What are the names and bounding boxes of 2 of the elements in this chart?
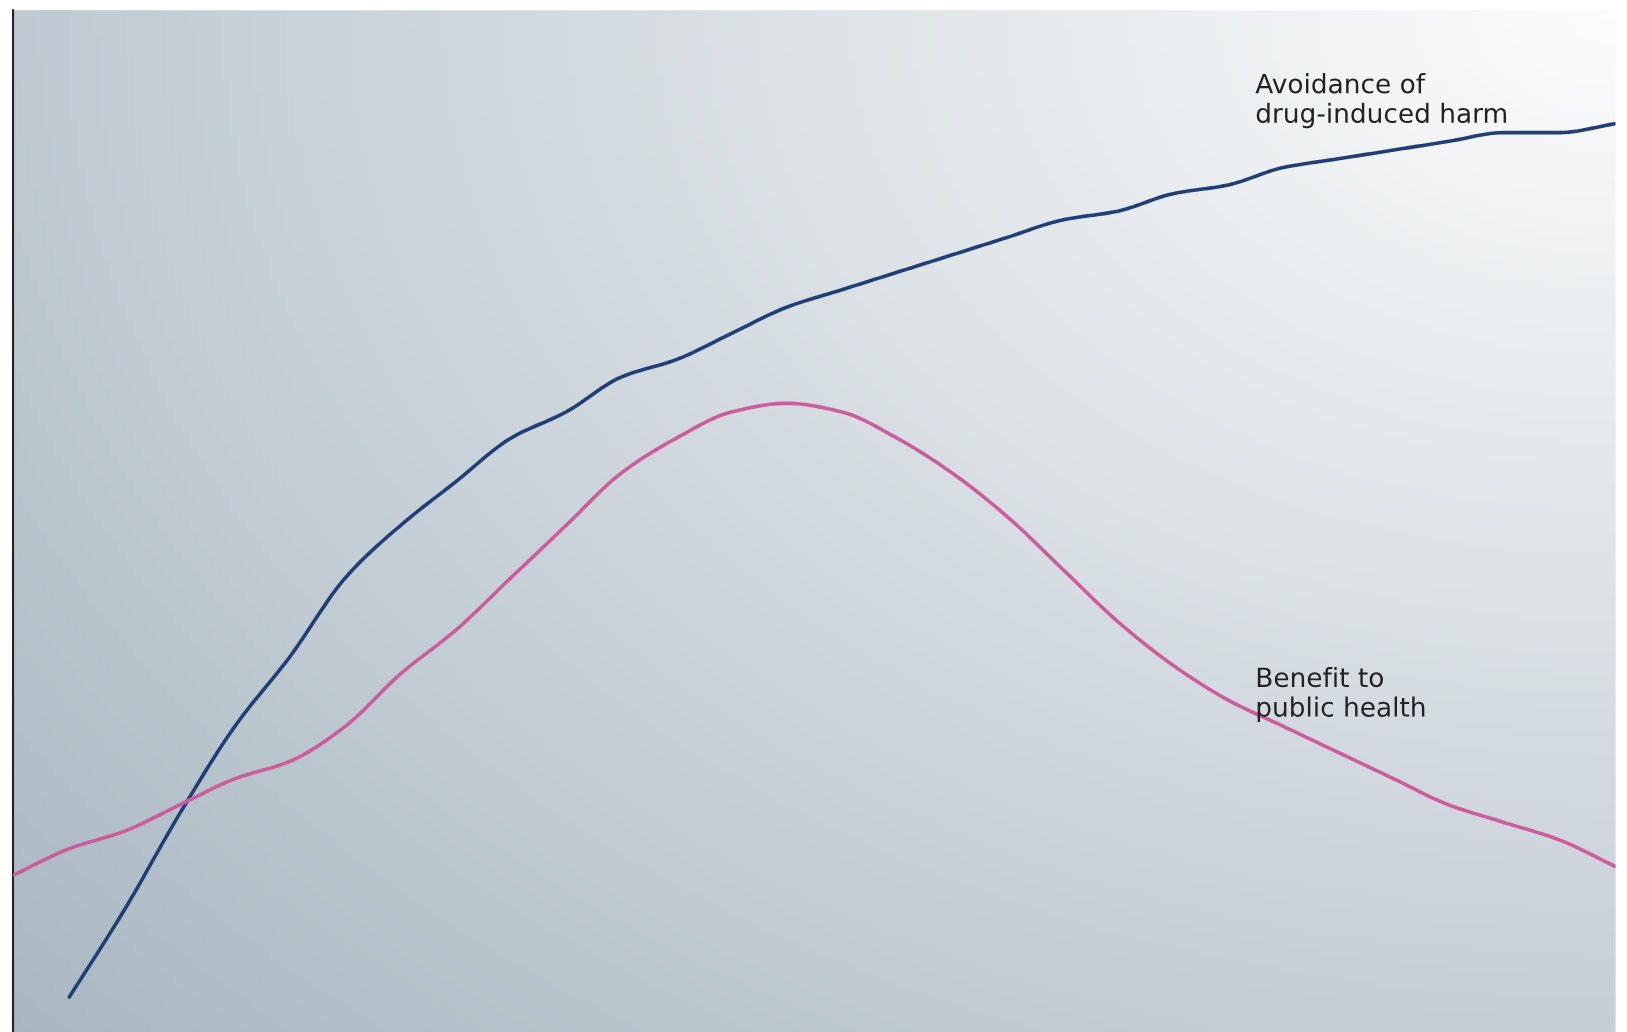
- series-label: Avoidance of drug-induced harm: [1255, 73, 1507, 129]
- series-label: Benefit to public health: [1257, 666, 1425, 723]
